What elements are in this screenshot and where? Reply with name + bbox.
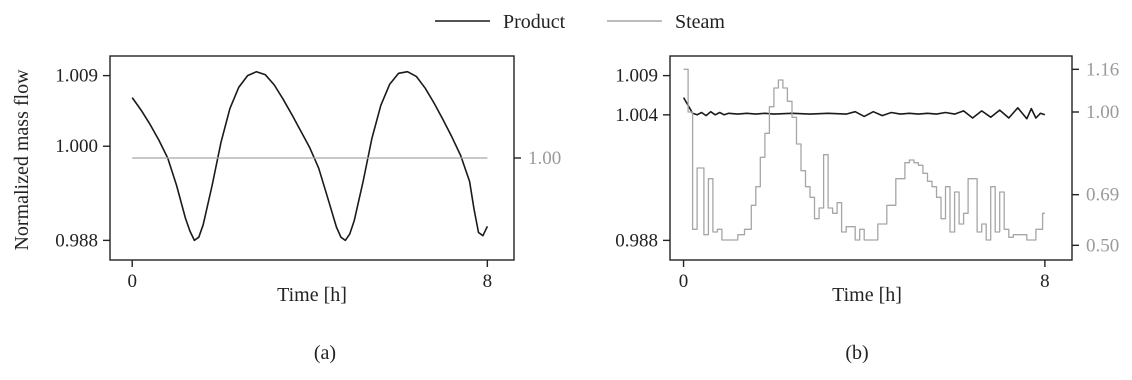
panel-b-series — [682, 68, 1046, 241]
panel-b-label: (b) — [845, 342, 868, 364]
panel-b-ytick-label: 0.988 — [615, 230, 658, 251]
panel-b-ytick-label: 1.009 — [615, 66, 658, 87]
panel-b-series-steam — [683, 68, 1045, 241]
panel-a-ylabel: Normalized mass flow — [11, 69, 33, 251]
panel-a: 0 8 0.988 1.000 1.009 1.00 Time [h] Normalize… — [11, 55, 561, 364]
panel-b-ticks: 0 8 0.988 1.004 1.009 0.50 0.69 1.00 1.16 — [615, 59, 1119, 292]
panel-a-ytick-label: 1.009 — [55, 66, 98, 87]
panel-a-ytick-label: 0.988 — [55, 230, 98, 251]
panel-b-xtick-label: 8 — [1040, 271, 1050, 292]
panel-a-ticks: 0 8 0.988 1.000 1.009 1.00 — [55, 66, 561, 292]
panel-b: 0 8 0.988 1.004 1.009 0.50 0.69 1.00 1.16 Time [… — [615, 55, 1119, 364]
panel-a-xtick-label: 0 — [127, 271, 137, 292]
legend-label-product: Product — [503, 11, 566, 33]
panel-a-ytick-label: 1.000 — [55, 136, 98, 157]
panel-b-y2tick-label: 0.69 — [1086, 185, 1119, 206]
panel-b-y2tick-label: 0.50 — [1086, 235, 1119, 256]
panel-b-y2tick-label: 1.00 — [1086, 102, 1119, 123]
panel-b-frame — [669, 55, 1073, 261]
legend: Product Steam — [435, 11, 725, 33]
panel-a-xtick-label: 8 — [483, 271, 493, 292]
panel-a-label: (a) — [314, 342, 336, 364]
panel-b-ytick-label: 1.004 — [615, 105, 658, 126]
panel-b-xtick-label: 0 — [679, 271, 689, 292]
legend-label-steam: Steam — [675, 11, 725, 33]
panel-a-xlabel: Time [h] — [277, 284, 347, 306]
panel-b-y2tick-label: 1.16 — [1086, 59, 1119, 80]
panel-a-y2tick-label: 1.00 — [528, 148, 561, 169]
panel-a-series — [131, 70, 489, 242]
panel-b-xlabel: Time [h] — [832, 284, 902, 306]
panel-b-series-product — [682, 97, 1046, 120]
panel-a-series-product — [131, 70, 489, 242]
